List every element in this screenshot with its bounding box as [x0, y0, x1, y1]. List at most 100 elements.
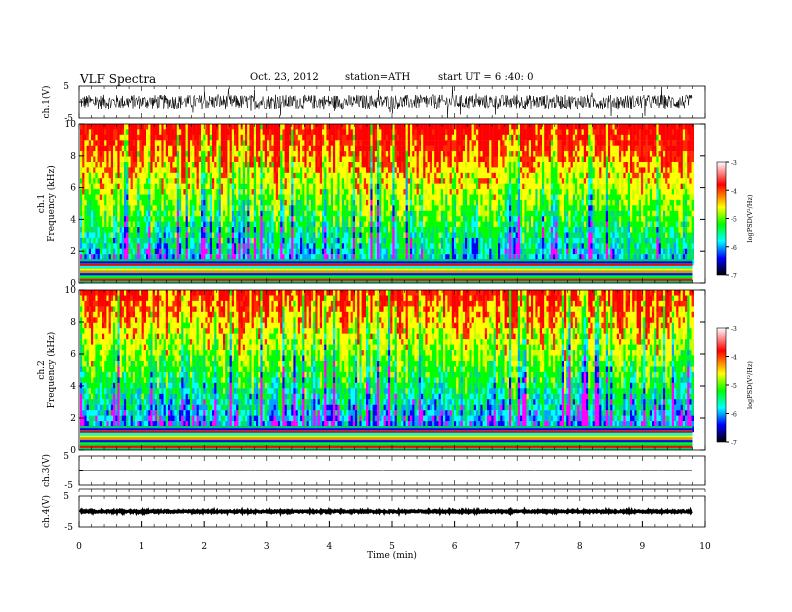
spectrogram-cell: [273, 221, 276, 228]
spectrogram-cell: [363, 183, 367, 190]
spectrogram-cell: [196, 140, 199, 146]
spectrogram-cell: [482, 129, 485, 136]
spectrogram-cell: [139, 243, 142, 249]
spectrogram-cell: [152, 243, 155, 249]
spectrogram-cell: [401, 129, 404, 136]
spectrogram-cell: [192, 162, 195, 168]
spectrogram-cell: [113, 140, 116, 146]
spectrogram-cell: [370, 194, 373, 201]
spectrogram-cell: [161, 134, 164, 141]
spectrogram-cell: [267, 243, 270, 249]
spectrogram-cell: [471, 162, 474, 168]
spectrogram-cell: [117, 248, 120, 255]
spectrogram-cell: [170, 162, 173, 168]
spectrogram-cell: [128, 248, 131, 255]
spectrogram-cell: [317, 151, 320, 157]
spectrogram-cell: [407, 216, 411, 222]
spectrogram-cell: [91, 243, 94, 249]
spectrogram-cell: [163, 205, 166, 211]
spectrogram-cell: [269, 189, 272, 195]
spectrogram-cell: [110, 232, 114, 239]
spectrogram-cell: [159, 145, 162, 152]
spectrogram-cell: [330, 237, 334, 244]
spectrogram-cell: [333, 210, 336, 217]
spectrogram-cell: [306, 237, 309, 244]
spectrogram-cell: [414, 248, 417, 255]
spectrogram-cell: [396, 232, 400, 239]
spectrogram-cell: [421, 124, 424, 130]
spectrogram-cell: [236, 172, 239, 179]
spectrogram-cell: [159, 210, 162, 217]
y-axis-label: Frequency (kHz): [46, 165, 57, 242]
spectrogram-cell: [201, 156, 204, 163]
spectrogram-cell: [95, 162, 98, 168]
spectrogram-cell: [161, 189, 164, 195]
spectrogram-cell: [311, 124, 314, 130]
spectrogram-cell: [245, 129, 248, 136]
spectrogram-cell: [456, 156, 459, 163]
spectrogram-cell: [344, 216, 347, 222]
spectrogram-cell: [471, 205, 474, 211]
spectrogram-cell: [126, 248, 129, 255]
spectrogram-cell: [410, 151, 413, 157]
spectrogram-cell: [480, 205, 483, 211]
spectrogram-cell: [231, 129, 235, 136]
spectrogram-cell: [201, 227, 204, 233]
spectrogram-cell: [227, 216, 230, 222]
spectrogram-cell: [434, 167, 437, 174]
spectrogram-cell: [93, 216, 96, 222]
spectrogram-cell: [328, 194, 331, 201]
spectrogram-cell: [451, 248, 455, 255]
spectrogram-cell: [467, 210, 470, 217]
spectrogram-cell: [302, 254, 305, 260]
spectrogram-cell: [192, 167, 195, 174]
spectrogram-cell: [480, 227, 483, 233]
spectrogram-cell: [460, 216, 463, 222]
spectrogram-cell: [460, 140, 463, 146]
spectrogram-cell: [366, 134, 369, 141]
spectrogram-cell: [390, 248, 393, 255]
spectrogram-cell: [212, 151, 215, 157]
spectrogram-cell: [295, 189, 298, 195]
spectrogram-cell: [172, 254, 175, 260]
spectrogram-cell: [403, 183, 406, 190]
spectrogram-cell: [104, 178, 107, 184]
spectrogram-cell: [434, 129, 437, 136]
spectrogram-cell: [372, 227, 375, 233]
spectrogram-cell: [113, 248, 116, 255]
spectrogram-cell: [465, 129, 468, 136]
spectrogram-cell: [458, 199, 461, 206]
spectrogram-cell: [414, 129, 417, 136]
spectrogram-cell: [227, 156, 230, 163]
spectrogram-cell: [262, 162, 265, 168]
spectrogram-cell: [262, 254, 265, 260]
spectrogram-cell: [291, 140, 294, 146]
spectrogram-cell: [339, 140, 342, 146]
spectrogram-cell: [185, 227, 188, 233]
spectrogram-cell: [165, 243, 169, 249]
spectrogram-cell: [102, 151, 105, 157]
spectrogram-cell: [308, 172, 312, 179]
spectrogram-cell: [355, 248, 358, 255]
spectrogram-cell: [154, 194, 158, 201]
spectrogram-cell: [82, 199, 85, 206]
spectrogram-cell: [179, 216, 182, 222]
spectrogram-cell: [480, 216, 483, 222]
spectrogram-cell: [212, 129, 215, 136]
spectrogram-cell: [143, 167, 147, 174]
spectrogram-cell: [196, 221, 199, 228]
spectrogram-cell: [405, 254, 408, 260]
spectrogram-cell: [198, 134, 202, 141]
spectrogram-cell: [194, 129, 197, 136]
spectrogram-cell: [465, 227, 468, 233]
spectrogram-cell: [324, 162, 327, 168]
spectrogram-cell: [346, 221, 349, 228]
spectrogram-cell: [86, 172, 89, 179]
spectrogram-cell: [240, 254, 243, 260]
spectrogram-cell: [260, 134, 263, 141]
spectrogram-cell: [487, 199, 490, 206]
spectrogram-cell: [139, 172, 142, 179]
spectrogram-cell: [137, 205, 140, 211]
spectrogram-cell: [108, 167, 111, 174]
spectrogram-cell: [80, 162, 83, 168]
